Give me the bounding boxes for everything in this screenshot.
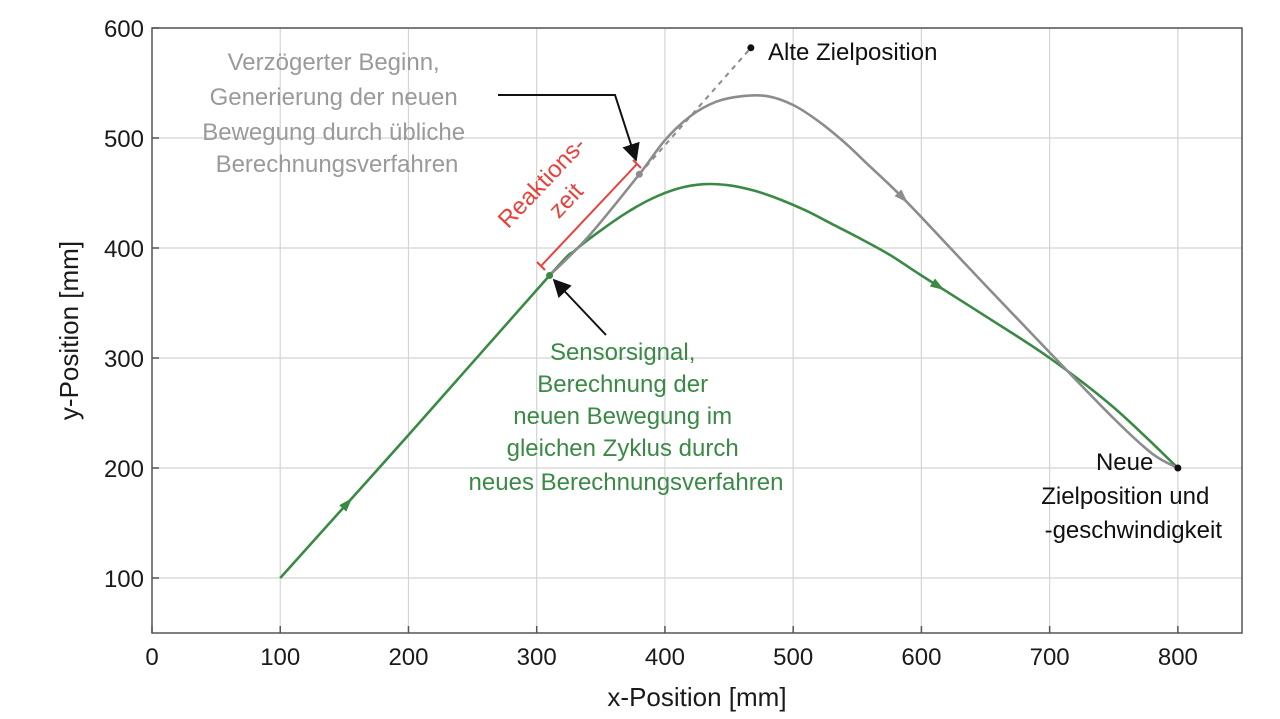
annotation-delayed-start-line: Berechnungsverfahren xyxy=(216,151,459,178)
plot-frame xyxy=(151,27,1243,634)
annotation-sensor-signal-line: neues Berechnungsverfahren xyxy=(469,469,784,496)
trajectory-line xyxy=(548,94,1179,470)
x-tick-label: 100 xyxy=(260,644,300,671)
axis-ticks: 0 100 200 300 400 500 600 700 800 100 200 300 400 500… xyxy=(104,16,1198,671)
direction-arrow xyxy=(339,498,353,512)
annotation-sensor-signal-line: neuen Bewegung im xyxy=(513,403,732,430)
y-tick-label: 300 xyxy=(104,346,144,373)
point-marker xyxy=(635,170,643,178)
point-marker xyxy=(747,44,755,52)
annotation-new-target-line: Zielposition und xyxy=(1041,483,1209,510)
trajectory-line xyxy=(279,182,1179,579)
annotation-sensor-signal-line: Sensorsignal, xyxy=(550,339,695,366)
annotation-reaction-time-line: Reaktions- xyxy=(493,132,592,234)
annotation-delayed-start-line: Bewegung durch übliche xyxy=(202,119,465,146)
x-tick-label: 200 xyxy=(388,644,428,671)
annotation-reaction-time: Reaktions- zeit xyxy=(493,127,618,254)
x-tick-label: 600 xyxy=(901,644,941,671)
series xyxy=(279,47,1179,579)
point-marker xyxy=(546,272,554,279)
annotation-new-target-line: Neue xyxy=(1096,449,1153,476)
annotation-delayed-start: Verzögerter Beginn, Generierung der neue… xyxy=(202,49,472,178)
delayed-start-pointer xyxy=(498,94,640,162)
annotation-sensor-signal-line: gleichen Zyklus durch xyxy=(507,435,739,462)
x-tick-label: 0 xyxy=(145,644,158,671)
x-tick-label: 500 xyxy=(773,644,813,671)
annotation-sensor-signal: Sensorsignal, Berechnung der neuen Beweg… xyxy=(469,339,784,496)
old-target-extension-line xyxy=(638,47,752,175)
x-tick-label: 800 xyxy=(1158,644,1198,671)
x-tick-label: 700 xyxy=(1030,644,1070,671)
y-tick-label: 400 xyxy=(104,236,144,263)
markers xyxy=(546,44,1182,472)
y-tick-label: 200 xyxy=(104,456,144,483)
direction-arrow xyxy=(894,189,908,203)
annotation-delayed-start-line: Verzögerter Beginn, xyxy=(228,49,440,76)
y-tick-label: 100 xyxy=(104,566,144,593)
y-tick-label: 500 xyxy=(104,126,144,153)
annotation-sensor-signal-line: Berechnung der xyxy=(537,371,708,398)
x-tick-label: 300 xyxy=(517,644,557,671)
y-tick-label: 600 xyxy=(104,16,144,43)
annotation-old-target: Alte Zielposition xyxy=(768,39,937,66)
annotation-new-target-line: -geschwindigkeit xyxy=(1045,517,1223,544)
annotation-new-target: Neue Zielposition und -geschwindigkeit xyxy=(1041,449,1222,544)
direction-arrow xyxy=(929,278,945,290)
x-tick-label: 400 xyxy=(645,644,685,671)
reaction-time-bracket xyxy=(536,159,642,271)
annotation-delayed-start-line: Generierung der neuen xyxy=(210,84,458,111)
y-axis-label: y-Position [mm] xyxy=(54,241,84,420)
point-marker xyxy=(1174,464,1182,472)
sensor-signal-pointer xyxy=(552,278,607,336)
x-axis-label: x-Position [mm] xyxy=(607,682,786,712)
